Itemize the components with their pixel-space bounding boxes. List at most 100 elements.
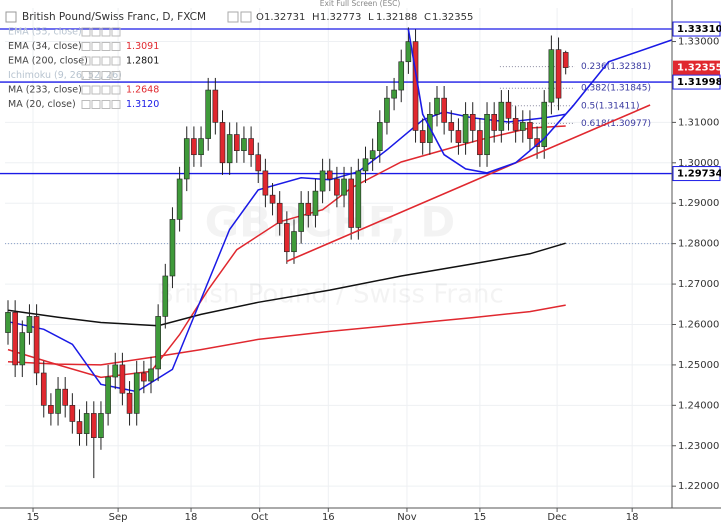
- candle-body: [405, 41, 412, 63]
- y-tick-label: 1.31000: [678, 117, 719, 128]
- candle-body: [419, 130, 426, 143]
- x-tick-label: 15: [474, 512, 487, 523]
- legend-icon[interactable]: [111, 100, 121, 109]
- candle-body: [512, 118, 519, 131]
- candle-body: [369, 150, 376, 160]
- y-tick-label: 1.25000: [678, 360, 719, 371]
- y-tick-label: 1.29000: [678, 198, 719, 209]
- y-tick-label: 1.27000: [678, 279, 719, 290]
- x-tick-label: Nov: [397, 512, 417, 523]
- legend-icon[interactable]: [101, 71, 111, 80]
- candle-body: [498, 101, 505, 131]
- legend-icon[interactable]: [91, 42, 101, 51]
- legend-name: Ichimoku (9, 26, 52, 26): [8, 70, 122, 81]
- legend-icon[interactable]: [91, 85, 101, 95]
- legend-icon[interactable]: [101, 85, 111, 95]
- x-tick-label: Dec: [547, 512, 566, 523]
- ohlc-key: O: [256, 12, 264, 23]
- candle-body: [326, 170, 333, 180]
- y-tick-label: 1.24000: [678, 400, 719, 411]
- settings-icon[interactable]: [240, 11, 252, 23]
- settings-icon[interactable]: [227, 11, 239, 23]
- candle-body: [105, 376, 111, 414]
- axes: 1.22000 1.23000 1.24000 1.25000 1.26000 1.270…: [27, 21, 721, 523]
- candle-body: [477, 130, 483, 156]
- legend-icon[interactable]: [81, 100, 91, 109]
- exit-fullscreen[interactable]: Exit Full Screen (ESC): [320, 0, 401, 8]
- symbol-title: British Pound/Swiss Franc, D, FXCM: [22, 11, 206, 23]
- candle-body: [241, 138, 247, 151]
- ohlc-value: 1.32731: [264, 12, 305, 23]
- candle-body: [76, 421, 83, 434]
- candle-body: [33, 316, 40, 374]
- legend: British Pound/Swiss Franc, D, FXCM EMA (…: [5, 11, 473, 110]
- legend-icon[interactable]: [91, 27, 101, 37]
- candle-body: [348, 178, 354, 228]
- legend-icon[interactable]: [101, 56, 111, 66]
- candle-body: [255, 154, 262, 172]
- ohlc-value: 1.32773: [320, 12, 361, 23]
- candle-body: [434, 97, 440, 115]
- legend-icon[interactable]: [101, 42, 111, 51]
- candle-body: [269, 194, 276, 204]
- candle-body: [341, 178, 347, 196]
- legend-icon[interactable]: [101, 27, 111, 37]
- candle-body: [55, 388, 61, 414]
- legend-icon[interactable]: [111, 56, 121, 66]
- candle-body: [319, 170, 326, 192]
- candle-body: [376, 122, 383, 151]
- candle-body: [527, 122, 533, 139]
- candle-body: [90, 413, 97, 438]
- candle-body: [183, 138, 190, 180]
- x-tick-label: 15: [27, 512, 40, 523]
- candle-body: [12, 312, 18, 366]
- candle-body: [248, 138, 254, 156]
- legend-icon[interactable]: [101, 100, 111, 109]
- candle-body: [469, 114, 476, 131]
- candle-body: [133, 372, 140, 414]
- candle-body: [205, 89, 211, 139]
- legend-icon[interactable]: [111, 85, 121, 95]
- candle-body: [484, 114, 490, 156]
- price-level-label: 1.33310: [677, 24, 721, 35]
- legend-icon[interactable]: [81, 27, 91, 37]
- legend-name: MA (20, close): [8, 99, 76, 110]
- legend-name: EMA (200, close): [8, 56, 88, 67]
- legend-icon[interactable]: [111, 27, 121, 37]
- legend-icon[interactable]: [81, 42, 91, 51]
- candle-body: [141, 372, 147, 382]
- legend-value: 1.2648: [126, 85, 159, 96]
- candle-body: [191, 138, 197, 156]
- price-level-tag: [672, 74, 721, 90]
- candle-body: [19, 332, 26, 366]
- candle-body: [119, 364, 126, 394]
- legend-icon[interactable]: [91, 100, 101, 109]
- candle-body: [98, 413, 104, 438]
- candle-body: [312, 190, 319, 216]
- drawings: [286, 29, 673, 263]
- candle-body: [305, 202, 312, 216]
- candle-body: [26, 316, 33, 333]
- ohlc-key: C: [424, 12, 431, 23]
- candle-body: [505, 101, 512, 119]
- candle-body: [262, 170, 269, 196]
- levels: 0.236(1.32381) 0.382(1.31845) 0.5(1.31411)…: [0, 28, 672, 245]
- candle-body: [562, 52, 569, 68]
- legend-icon[interactable]: [111, 71, 121, 80]
- candle-body: [48, 405, 54, 414]
- legend-icon[interactable]: [81, 71, 91, 80]
- ohlc-key: H: [312, 12, 320, 23]
- legend-icon[interactable]: [91, 71, 101, 80]
- legend-icon[interactable]: [111, 42, 121, 51]
- candle-body: [541, 101, 548, 147]
- collapse-icon[interactable]: [5, 11, 17, 23]
- legend-icon[interactable]: [81, 85, 91, 95]
- last-price-label: 1.32355: [677, 63, 721, 74]
- ohlc-key: L: [368, 12, 374, 23]
- indicator-line: [7, 242, 566, 327]
- legend-icon[interactable]: [91, 56, 101, 66]
- legend-icon[interactable]: [81, 56, 91, 66]
- last-price-tag: [673, 60, 720, 75]
- candle-body: [355, 170, 362, 228]
